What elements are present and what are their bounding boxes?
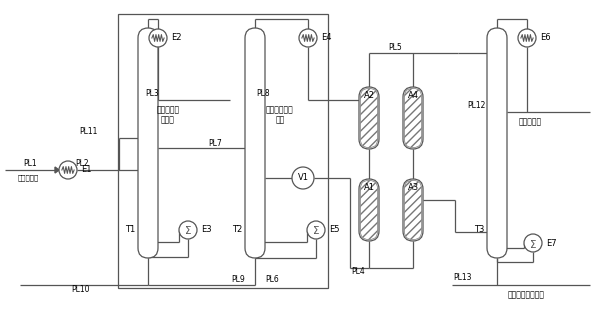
Text: E4: E4: [321, 34, 331, 43]
Circle shape: [524, 234, 542, 252]
Text: PL2: PL2: [75, 159, 89, 168]
Text: $\Sigma$: $\Sigma$: [312, 225, 320, 236]
Text: PL12: PL12: [467, 101, 485, 110]
FancyBboxPatch shape: [138, 28, 158, 258]
Text: A3: A3: [407, 183, 419, 192]
Text: PL10: PL10: [71, 285, 90, 294]
Text: PL6: PL6: [265, 275, 279, 284]
Circle shape: [292, 167, 314, 189]
Text: 待分离原料: 待分离原料: [17, 175, 39, 181]
Text: 乙醇、叔丁醇: 乙醇、叔丁醇: [266, 105, 294, 114]
FancyBboxPatch shape: [403, 87, 423, 149]
Circle shape: [179, 221, 197, 239]
FancyBboxPatch shape: [245, 28, 265, 258]
Text: PL13: PL13: [454, 273, 472, 282]
Text: E7: E7: [546, 239, 557, 248]
Text: E1: E1: [81, 165, 91, 174]
Text: E3: E3: [201, 225, 212, 234]
Circle shape: [307, 221, 325, 239]
Text: PL3: PL3: [145, 90, 159, 99]
Circle shape: [518, 29, 536, 47]
FancyBboxPatch shape: [487, 28, 507, 258]
Text: PL7: PL7: [208, 138, 222, 147]
Text: 正丁烷产品: 正丁烷产品: [518, 118, 541, 127]
FancyBboxPatch shape: [403, 179, 423, 241]
Circle shape: [59, 161, 77, 179]
Circle shape: [149, 29, 167, 47]
Text: PL4: PL4: [351, 267, 365, 276]
Text: 粗品: 粗品: [275, 115, 285, 124]
Text: T3: T3: [474, 225, 484, 234]
Text: E2: E2: [171, 34, 181, 43]
Bar: [118, 14, 328, 288]
FancyBboxPatch shape: [359, 87, 379, 149]
Text: 醚粗品: 醚粗品: [161, 115, 175, 124]
Text: PL5: PL5: [388, 43, 402, 52]
Text: A1: A1: [364, 183, 375, 192]
FancyBboxPatch shape: [359, 179, 379, 241]
Text: T1: T1: [125, 225, 135, 234]
Text: T2: T2: [232, 225, 242, 234]
Text: $\Sigma$: $\Sigma$: [184, 225, 192, 236]
Polygon shape: [55, 167, 59, 173]
Text: PL1: PL1: [23, 160, 37, 169]
Text: 甲基叔丁基: 甲基叔丁基: [157, 105, 180, 114]
Text: V1: V1: [298, 174, 308, 183]
Text: A2: A2: [364, 91, 375, 100]
Circle shape: [299, 29, 317, 47]
Text: PL9: PL9: [231, 275, 245, 284]
Text: E5: E5: [329, 225, 340, 234]
Text: PL11: PL11: [79, 127, 97, 136]
Text: 甲基叔丁基醚产品: 甲基叔丁基醚产品: [508, 290, 544, 299]
Text: $\Sigma$: $\Sigma$: [529, 238, 537, 249]
Text: E6: E6: [540, 34, 551, 43]
Text: PL8: PL8: [256, 90, 270, 99]
Text: A4: A4: [407, 91, 419, 100]
